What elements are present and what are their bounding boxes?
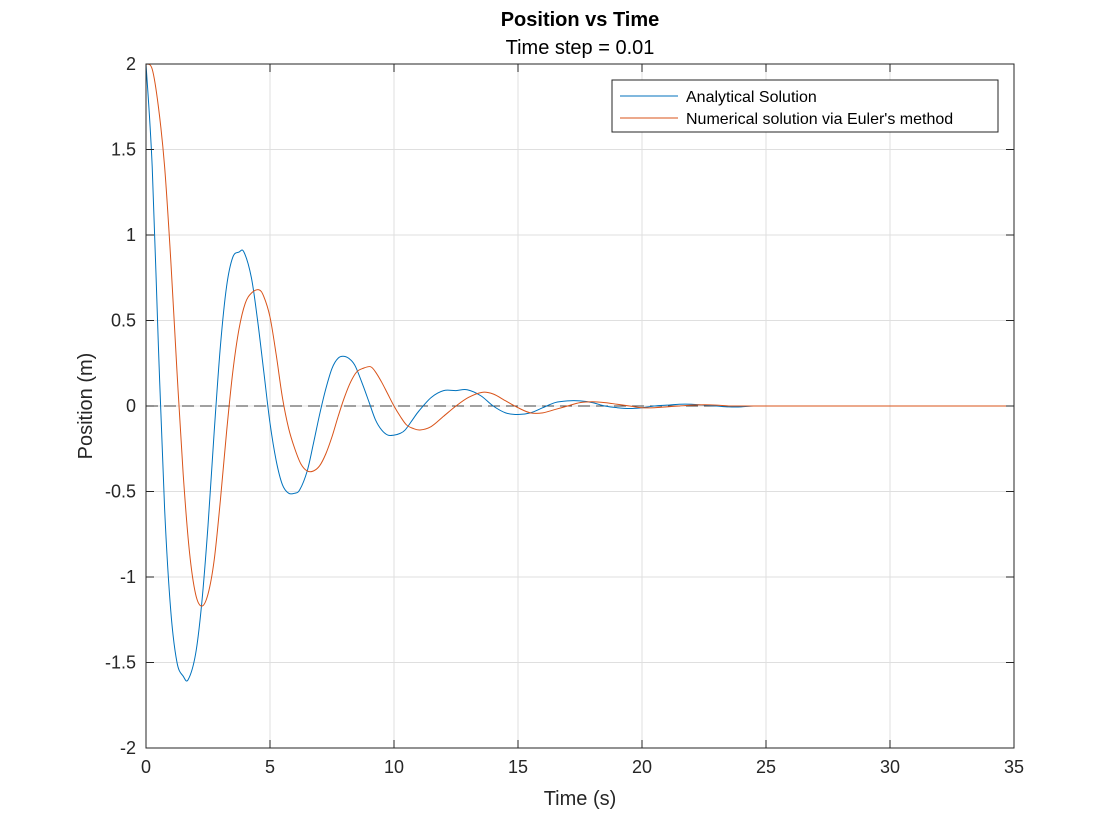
- chart-title: Position vs Time: [501, 9, 660, 31]
- y-tick-label: 0: [126, 396, 136, 416]
- x-axis-label: Time (s): [544, 788, 617, 810]
- y-tick-label: 1: [126, 225, 136, 245]
- x-tick-label: 35: [1004, 757, 1024, 777]
- y-tick-label: -2: [120, 738, 136, 758]
- x-tick-label: 0: [141, 757, 151, 777]
- y-tick-label: 0.5: [111, 311, 136, 331]
- y-tick-label: -0.5: [105, 482, 136, 502]
- legend-box: [611, 79, 999, 133]
- plot-area: [145, 63, 1015, 749]
- y-tick-label: 1.5: [111, 140, 136, 160]
- x-tick-label: 20: [632, 757, 652, 777]
- y-axis-label: Position (m): [75, 353, 97, 460]
- chart-subtitle: Time step = 0.01: [506, 37, 655, 59]
- y-tick-label: -1.5: [105, 653, 136, 673]
- x-tick-label: 5: [265, 757, 275, 777]
- y-tick-label: 2: [126, 54, 136, 74]
- legend-label-euler: Numerical solution via Euler's method: [686, 111, 953, 128]
- y-axis-ticks: -2 -1.5 -1 -0.5 0 0.5 1 1.5 2: [105, 54, 136, 758]
- x-tick-label: 25: [756, 757, 776, 777]
- series-layer: [145, 63, 1014, 682]
- tick-marks: [145, 63, 1015, 749]
- series-analytical-line: [145, 63, 1014, 682]
- legend: Analytical Solution Numerical solution v…: [611, 79, 999, 133]
- x-tick-label: 30: [880, 757, 900, 777]
- legend-label-analytical: Analytical Solution: [686, 89, 817, 106]
- y-tick-label: -1: [120, 567, 136, 587]
- x-axis-ticks: 0 5 10 15 20 25 30 35: [141, 757, 1024, 777]
- x-tick-label: 15: [508, 757, 528, 777]
- x-tick-label: 10: [384, 757, 404, 777]
- series-euler-line: [145, 63, 1014, 607]
